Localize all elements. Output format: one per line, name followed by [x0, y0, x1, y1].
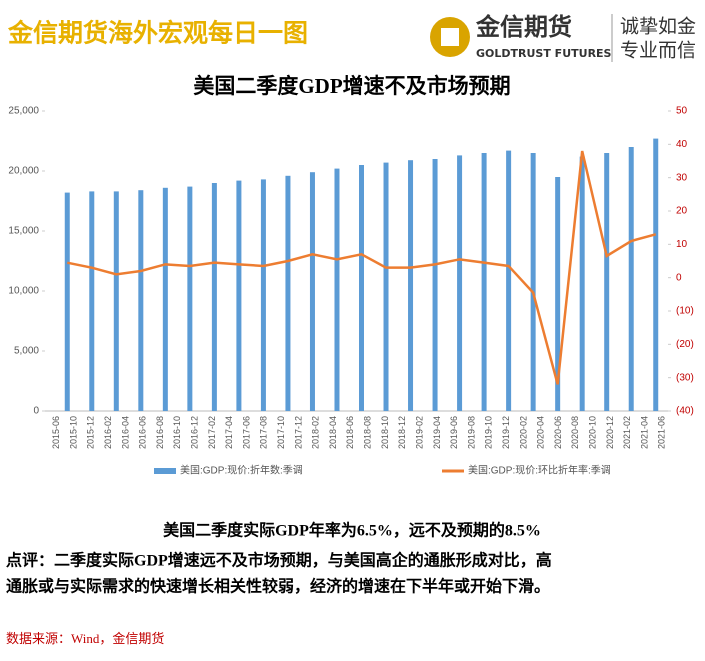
- bar: [236, 180, 242, 411]
- bar: [555, 177, 561, 411]
- bar: [89, 191, 95, 411]
- brand: 金信期货: [475, 13, 572, 41]
- bar: [506, 150, 512, 411]
- y-tick-label: 20,000: [8, 166, 39, 177]
- bar: [408, 160, 414, 411]
- source: 数据来源：Wind，金信期货: [6, 631, 164, 646]
- summary: 美国二季度实际GDP年率为6.5%，远不及预期的8.5%: [163, 521, 541, 540]
- y2-tick-label: 30: [676, 172, 688, 183]
- x-tick-label: 2020-02: [518, 416, 528, 449]
- legend-label: 美国:GDP:现价:环比折年率:季调: [468, 464, 611, 477]
- x-tick-label: 2015-12: [86, 416, 96, 449]
- x-tick-label: 2016-06: [138, 416, 148, 449]
- x-tick-label: 2016-12: [189, 416, 199, 449]
- logo-inner: [441, 28, 459, 46]
- bar: [359, 165, 364, 411]
- x-tick-label: 2019-04: [432, 416, 442, 449]
- x-tick-label: 2016-08: [155, 416, 165, 449]
- x-tick-label: 2015-10: [68, 416, 78, 449]
- x-tick-label: 2020-04: [536, 416, 546, 449]
- x-tick-label: 2018-02: [311, 416, 321, 449]
- x-tick-label: 2020-08: [570, 416, 580, 449]
- x-tick-label: 2019-06: [449, 416, 459, 449]
- x-tick-label: 2021-06: [657, 416, 667, 449]
- bar: [481, 153, 487, 411]
- bar: [383, 162, 389, 411]
- legend-swatch: [154, 468, 176, 474]
- y2-tick-label: 0: [676, 272, 682, 283]
- brand-en: GOLDTRUST FUTURES: [476, 47, 612, 60]
- x-tick-label: 2018-06: [345, 416, 355, 449]
- x-tick-label: 2019-08: [466, 416, 476, 449]
- bar: [579, 156, 585, 411]
- x-tick-label: 2016-02: [103, 416, 113, 449]
- x-tick-label: 2016-04: [120, 416, 130, 449]
- slogan: 诚挚如金: [620, 16, 696, 38]
- y-tick-label: 5,000: [14, 346, 39, 357]
- y-tick-label: 10,000: [8, 286, 39, 297]
- bar: [432, 159, 438, 411]
- x-tick-label: 2020-12: [605, 416, 615, 449]
- bar: [457, 155, 463, 411]
- x-tick-label: 2018-12: [397, 416, 407, 449]
- bar: [334, 168, 340, 411]
- bar: [653, 138, 659, 411]
- header-title: 金信期货海外宏观每日一图: [7, 19, 308, 48]
- bar: [138, 190, 144, 411]
- x-tick-label: 2019-12: [501, 416, 511, 449]
- bar: [530, 153, 536, 411]
- x-tick-label: 2017-08: [259, 416, 269, 449]
- bar: [211, 183, 217, 411]
- bar: [64, 192, 70, 411]
- y-tick-label: 0: [33, 406, 39, 417]
- x-tick-label: 2018-08: [363, 416, 373, 449]
- bar: [309, 172, 315, 411]
- bar: [113, 191, 119, 411]
- x-tick-label: 2018-04: [328, 416, 338, 449]
- x-tick-label: 2017-02: [207, 416, 217, 449]
- slogan: 专业而信: [620, 40, 696, 62]
- y2-tick-label: 40: [676, 139, 688, 150]
- x-tick-label: 2017-10: [276, 416, 286, 449]
- y2-tick-label: (40): [676, 406, 694, 417]
- comment: 点评：二季度实际GDP增速远不及市场预期，与美国高企的通胀形成对比，高: [6, 551, 552, 570]
- y2-tick-label: 20: [676, 206, 688, 217]
- chart-title: 美国二季度GDP增速不及市场预期: [193, 74, 510, 98]
- bar: [604, 153, 610, 411]
- x-tick-label: 2019-10: [484, 416, 494, 449]
- x-tick-label: 2021-04: [639, 416, 649, 449]
- y2-tick-label: (30): [676, 372, 694, 383]
- x-tick-label: 2019-02: [414, 416, 424, 449]
- bar: [285, 175, 291, 411]
- x-tick-label: 2017-04: [224, 416, 234, 449]
- x-tick-label: 2017-06: [241, 416, 251, 449]
- comment: 通胀或与实际需求的快速增长相关性较弱，经济的增速在下半年或开始下滑。: [6, 577, 550, 596]
- x-tick-label: 2016-10: [172, 416, 182, 449]
- x-tick-label: 2015-06: [51, 416, 61, 449]
- x-tick-label: 2020-10: [588, 416, 598, 449]
- x-tick-label: 2020-06: [553, 416, 563, 449]
- bar: [187, 186, 193, 411]
- x-tick-label: 2021-02: [622, 416, 632, 449]
- bar: [162, 187, 168, 411]
- x-tick-label: 2017-12: [293, 416, 303, 449]
- y-tick-label: 25,000: [8, 106, 39, 117]
- y2-tick-label: 50: [676, 106, 688, 117]
- y2-tick-label: (20): [676, 339, 694, 350]
- bar: [260, 179, 266, 411]
- legend-label: 美国:GDP:现价:折年数:季调: [180, 464, 303, 477]
- y2-tick-label: (10): [676, 306, 694, 317]
- line: [67, 150, 657, 385]
- bar: [628, 147, 634, 411]
- x-tick-label: 2018-10: [380, 416, 390, 449]
- y-tick-label: 15,000: [8, 226, 39, 237]
- y2-tick-label: 10: [676, 239, 688, 250]
